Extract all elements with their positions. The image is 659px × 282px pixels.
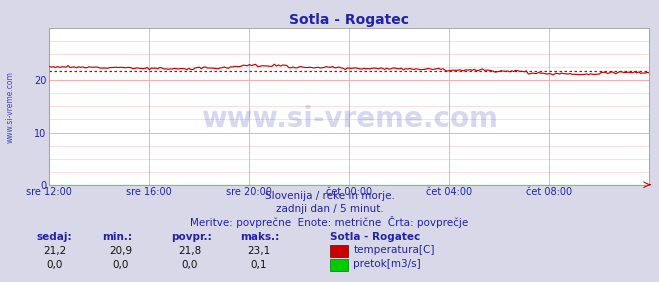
Text: maks.:: maks.:	[241, 232, 280, 242]
Title: Sotla - Rogatec: Sotla - Rogatec	[289, 13, 409, 27]
Text: 0,0: 0,0	[47, 261, 63, 270]
Text: sedaj:: sedaj:	[36, 232, 72, 242]
Text: www.si-vreme.com: www.si-vreme.com	[5, 71, 14, 143]
Text: 20,9: 20,9	[109, 246, 132, 256]
Text: www.si-vreme.com: www.si-vreme.com	[201, 105, 498, 133]
Text: 21,2: 21,2	[43, 246, 67, 256]
Text: 23,1: 23,1	[247, 246, 271, 256]
Text: 0,0: 0,0	[182, 261, 198, 270]
Text: Slovenija / reke in morje.: Slovenija / reke in morje.	[264, 191, 395, 201]
Text: zadnji dan / 5 minut.: zadnji dan / 5 minut.	[275, 204, 384, 214]
Text: 0,1: 0,1	[250, 261, 268, 270]
Text: Sotla - Rogatec: Sotla - Rogatec	[330, 232, 420, 242]
Text: Meritve: povprečne  Enote: metrične  Črta: povprečje: Meritve: povprečne Enote: metrične Črta:…	[190, 216, 469, 228]
Text: 21,8: 21,8	[178, 246, 202, 256]
Text: min.:: min.:	[102, 232, 132, 242]
Text: temperatura[C]: temperatura[C]	[353, 245, 435, 255]
Text: povpr.:: povpr.:	[171, 232, 212, 242]
Text: pretok[m3/s]: pretok[m3/s]	[353, 259, 421, 269]
Text: 0,0: 0,0	[113, 261, 129, 270]
